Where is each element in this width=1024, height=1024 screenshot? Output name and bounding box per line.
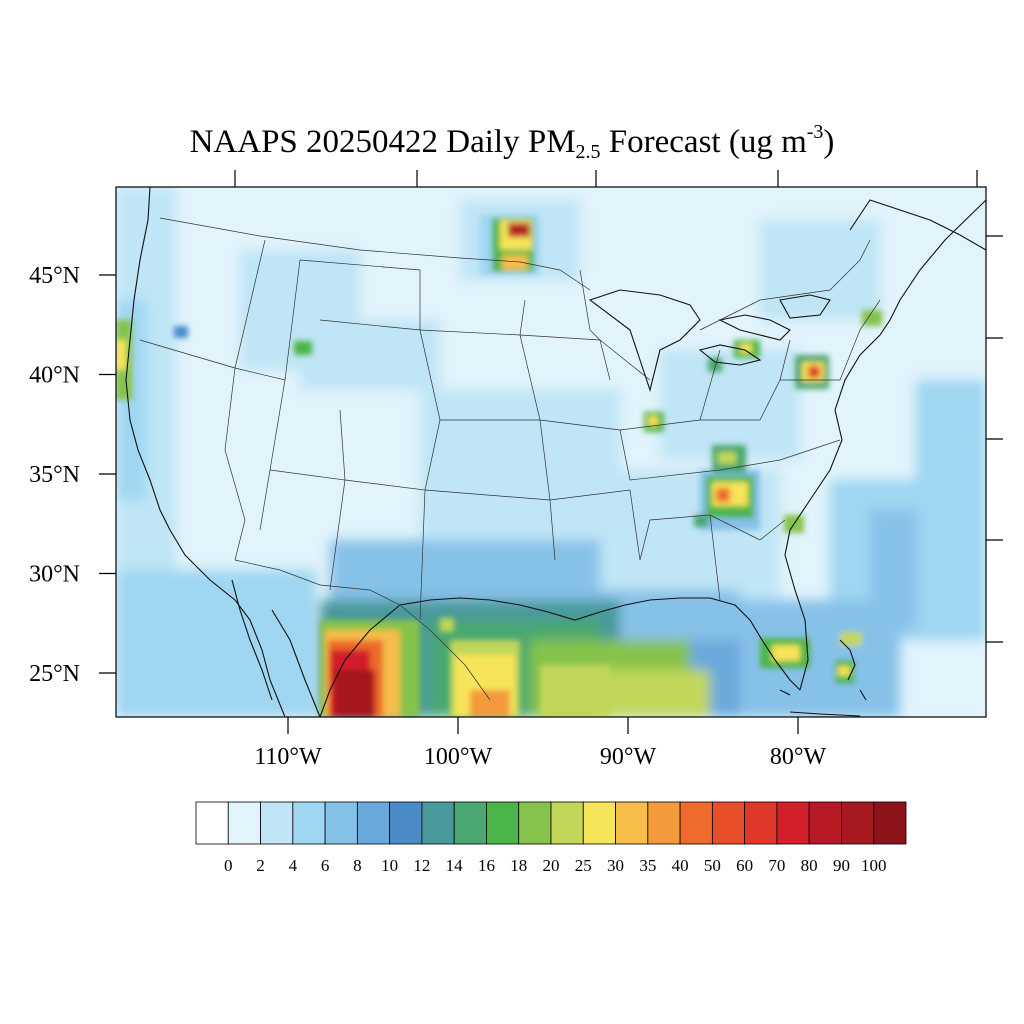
lat-label-0: 45°N — [29, 263, 80, 289]
lon-label-1: 100°W — [424, 744, 493, 770]
colorbar-swatch-3 — [292, 801, 326, 845]
colorbar-label-10: 20 — [543, 856, 560, 875]
colorbar-swatch-20 — [841, 801, 875, 845]
lon-label-3: 80°W — [770, 744, 827, 770]
colorbar-swatch-11 — [550, 801, 584, 845]
colorbar-swatch-5 — [356, 801, 391, 845]
colorbar-label-6: 12 — [413, 856, 430, 875]
colorbar-swatch-15 — [679, 801, 713, 845]
right-ticks — [986, 235, 1003, 643]
colorbar-swatch-14 — [647, 801, 681, 845]
colorbar-swatch-19 — [808, 801, 842, 845]
colorbar-swatch-18 — [776, 801, 810, 845]
map-title: NAAPS 20250422 Daily PM2.5 Forecast (ug … — [0, 112, 1024, 172]
colorbar-swatch-6 — [389, 801, 423, 845]
coastlines — [125, 187, 986, 717]
longitude-axis: 110°W 100°W 90°W 80°W — [254, 717, 826, 770]
title-main: NAAPS 20250422 Daily PM — [189, 124, 576, 160]
pm25-field — [116, 187, 986, 717]
hotspots — [116, 215, 882, 690]
colorbar-label-9: 18 — [510, 856, 527, 875]
lat-label-1: 40°N — [29, 363, 80, 389]
colorbar-swatch-7 — [421, 801, 455, 845]
colorbar-label-3: 6 — [321, 856, 330, 875]
top-ticks — [234, 170, 978, 187]
colorbar-swatch-12 — [582, 801, 616, 845]
colorbar-swatch-16 — [711, 801, 746, 845]
colorbar-label-16: 60 — [736, 856, 753, 875]
colorbar-label-8: 16 — [478, 856, 495, 875]
title-subscript: 2.5 — [575, 141, 601, 163]
colorbar-swatch-17 — [744, 801, 778, 845]
colorbar-swatch-1 — [227, 801, 261, 845]
lat-label-4: 25°N — [29, 661, 80, 687]
colorbar-swatch-0 — [195, 801, 229, 845]
colorbar-label-7: 14 — [446, 856, 464, 875]
colorbar-label-5: 10 — [381, 856, 398, 875]
political-borders — [139, 217, 881, 701]
colorbar-label-14: 40 — [672, 856, 689, 875]
colorbar-label-17: 70 — [768, 856, 785, 875]
colorbar-swatch-13 — [615, 801, 649, 845]
colorbar-swatch-21 — [873, 801, 907, 845]
colorbar-label-18: 80 — [801, 856, 818, 875]
colorbar-label-20: 100 — [861, 856, 887, 875]
latitude-axis: 45°N 40°N 35°N 30°N 25°N — [29, 263, 116, 687]
colorbar-label-4: 8 — [353, 856, 362, 875]
background-concentration — [116, 187, 986, 717]
lon-label-2: 90°W — [600, 744, 657, 770]
colorbar-label-13: 35 — [639, 856, 656, 875]
colorbar-swatch-9 — [486, 801, 520, 845]
colorbar-label-1: 2 — [256, 856, 265, 875]
colorbar: 0 2 4 6 8 10 12 14 16 18 20 25 30 35 40 50 60 70 80 90 100 — [195, 801, 907, 875]
title-superscript: -3 — [806, 121, 824, 143]
lat-label-2: 35°N — [29, 462, 80, 488]
colorbar-label-15: 50 — [704, 856, 721, 875]
colorbar-label-2: 4 — [289, 856, 298, 875]
colorbar-label-11: 25 — [575, 856, 592, 875]
colorbar-label-19: 90 — [833, 856, 850, 875]
colorbar-swatch-8 — [453, 801, 487, 845]
map-frame — [115, 186, 987, 718]
colorbar-swatch-4 — [324, 801, 358, 845]
colorbar-label-0: 0 — [224, 856, 233, 875]
lat-label-3: 30°N — [29, 562, 80, 588]
colorbar-label-12: 30 — [607, 856, 624, 875]
colorbar-swatch-2 — [260, 801, 294, 845]
colorbar-swatch-10 — [518, 801, 552, 845]
texas-mexico-plume — [320, 620, 610, 717]
title-close: ) — [823, 124, 835, 160]
title-units: Forecast (ug m — [600, 124, 807, 160]
lon-label-0: 110°W — [254, 744, 322, 770]
